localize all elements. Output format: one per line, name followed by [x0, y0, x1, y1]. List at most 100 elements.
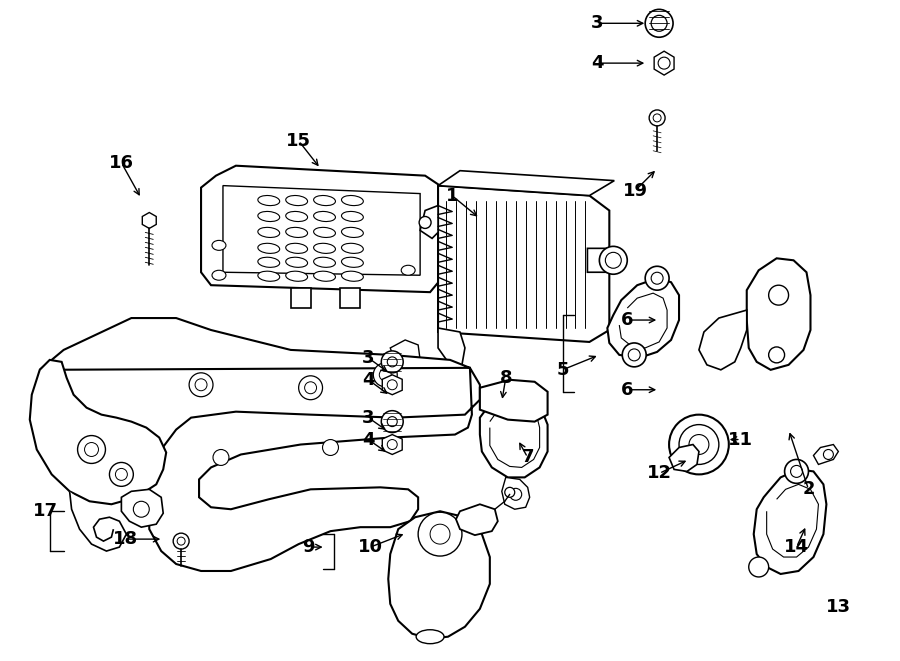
- Text: 14: 14: [784, 538, 809, 556]
- Polygon shape: [767, 485, 818, 557]
- Circle shape: [173, 533, 189, 549]
- Circle shape: [304, 382, 317, 394]
- Polygon shape: [490, 402, 540, 467]
- Circle shape: [649, 110, 665, 126]
- Text: 19: 19: [623, 182, 648, 200]
- Circle shape: [322, 440, 338, 455]
- Ellipse shape: [285, 227, 308, 237]
- Circle shape: [110, 463, 133, 486]
- Polygon shape: [40, 318, 480, 571]
- Polygon shape: [669, 444, 699, 471]
- Circle shape: [177, 537, 185, 545]
- Ellipse shape: [416, 630, 444, 644]
- Circle shape: [599, 247, 627, 274]
- Ellipse shape: [285, 243, 308, 253]
- Ellipse shape: [313, 212, 336, 221]
- Text: 13: 13: [826, 598, 850, 616]
- Text: 15: 15: [286, 132, 311, 150]
- Circle shape: [645, 266, 669, 290]
- Circle shape: [769, 347, 785, 363]
- Ellipse shape: [257, 196, 280, 206]
- Ellipse shape: [257, 243, 280, 253]
- Polygon shape: [420, 206, 438, 239]
- Circle shape: [769, 285, 788, 305]
- Circle shape: [418, 512, 462, 556]
- Text: 6: 6: [621, 381, 634, 399]
- Polygon shape: [480, 394, 547, 477]
- Circle shape: [658, 57, 670, 69]
- Circle shape: [645, 9, 673, 37]
- Text: 12: 12: [646, 465, 671, 483]
- Ellipse shape: [285, 212, 308, 221]
- Text: 9: 9: [302, 538, 315, 556]
- Circle shape: [652, 15, 667, 31]
- Circle shape: [189, 373, 213, 397]
- Text: 10: 10: [358, 538, 382, 556]
- Text: 11: 11: [728, 430, 753, 449]
- Circle shape: [133, 501, 149, 517]
- Polygon shape: [391, 340, 420, 368]
- Polygon shape: [201, 166, 440, 292]
- Circle shape: [652, 272, 663, 284]
- Ellipse shape: [313, 257, 336, 267]
- Polygon shape: [753, 469, 826, 574]
- Circle shape: [505, 487, 515, 497]
- Polygon shape: [480, 380, 547, 422]
- Ellipse shape: [285, 271, 308, 282]
- Polygon shape: [382, 434, 402, 455]
- Polygon shape: [340, 288, 360, 308]
- Polygon shape: [654, 51, 674, 75]
- Circle shape: [749, 557, 769, 577]
- Text: 7: 7: [521, 448, 534, 467]
- Text: 4: 4: [591, 54, 604, 72]
- Circle shape: [115, 469, 128, 481]
- Circle shape: [622, 343, 646, 367]
- Text: 3: 3: [362, 349, 374, 367]
- Text: 5: 5: [556, 361, 569, 379]
- Ellipse shape: [313, 271, 336, 282]
- Circle shape: [379, 369, 392, 381]
- Ellipse shape: [313, 227, 336, 237]
- Ellipse shape: [341, 196, 364, 206]
- Text: 4: 4: [362, 371, 374, 389]
- Circle shape: [606, 253, 621, 268]
- Polygon shape: [142, 212, 157, 229]
- Circle shape: [77, 436, 105, 463]
- Ellipse shape: [285, 257, 308, 267]
- Ellipse shape: [257, 257, 280, 267]
- Circle shape: [382, 410, 403, 432]
- Polygon shape: [699, 310, 747, 370]
- Circle shape: [509, 488, 522, 500]
- Circle shape: [669, 414, 729, 475]
- Circle shape: [85, 442, 98, 457]
- Ellipse shape: [257, 227, 280, 237]
- Polygon shape: [69, 491, 126, 551]
- Ellipse shape: [341, 212, 364, 221]
- Polygon shape: [438, 328, 465, 365]
- Polygon shape: [291, 288, 310, 308]
- Polygon shape: [588, 249, 615, 272]
- Polygon shape: [30, 360, 166, 504]
- Circle shape: [419, 217, 431, 229]
- Polygon shape: [619, 293, 667, 348]
- Ellipse shape: [341, 243, 364, 253]
- Circle shape: [653, 114, 662, 122]
- Circle shape: [628, 349, 640, 361]
- Polygon shape: [747, 258, 811, 370]
- Circle shape: [387, 440, 397, 449]
- Ellipse shape: [212, 270, 226, 280]
- Text: 3: 3: [591, 15, 604, 32]
- Ellipse shape: [401, 265, 415, 275]
- Ellipse shape: [341, 271, 364, 282]
- Circle shape: [195, 379, 207, 391]
- Polygon shape: [438, 171, 615, 196]
- Text: 4: 4: [362, 430, 374, 449]
- Polygon shape: [122, 489, 163, 527]
- Circle shape: [689, 434, 709, 455]
- Circle shape: [387, 357, 397, 367]
- Polygon shape: [456, 504, 498, 535]
- Circle shape: [387, 380, 397, 390]
- Circle shape: [785, 459, 808, 483]
- Circle shape: [374, 363, 397, 387]
- Circle shape: [824, 449, 833, 459]
